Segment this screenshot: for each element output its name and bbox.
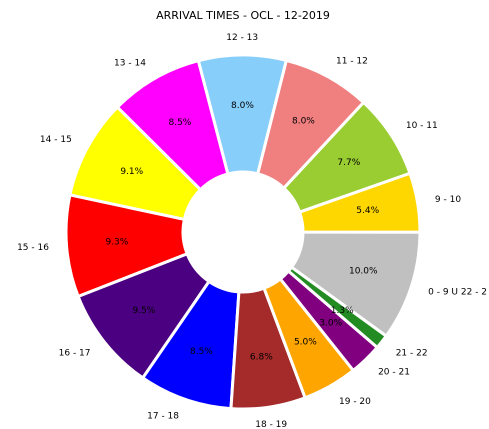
value-label: 7.7% bbox=[337, 158, 360, 168]
value-label: 3.0% bbox=[319, 319, 342, 329]
category-label: 16 - 17 bbox=[59, 349, 91, 359]
pie-slice bbox=[286, 265, 389, 350]
value-label: 8.5% bbox=[190, 347, 213, 357]
category-label: 10 - 11 bbox=[406, 121, 438, 131]
chart-title: ARRIVAL TIMES - OCL - 12-2019 bbox=[156, 9, 330, 22]
value-label: 9.3% bbox=[105, 238, 128, 248]
category-label: 19 - 20 bbox=[339, 397, 371, 407]
category-label: 15 - 16 bbox=[17, 243, 49, 253]
category-label: 21 - 22 bbox=[396, 348, 428, 358]
category-label: 0 - 9 U 22 - 2 bbox=[428, 288, 487, 298]
value-label: 8.0% bbox=[292, 116, 315, 126]
category-label: 9 - 10 bbox=[435, 195, 461, 205]
category-label: 18 - 19 bbox=[255, 420, 287, 429]
value-label: 5.0% bbox=[294, 338, 317, 348]
value-label: 5.4% bbox=[356, 206, 379, 216]
value-label: 8.5% bbox=[168, 118, 191, 128]
pie-slice bbox=[289, 230, 422, 339]
value-label: 8.0% bbox=[231, 101, 254, 111]
value-label: 6.8% bbox=[250, 353, 273, 363]
category-label: 14 - 15 bbox=[40, 135, 72, 145]
category-label: 13 - 14 bbox=[114, 59, 146, 69]
value-label: 10.0% bbox=[349, 267, 378, 277]
value-label: 1.3% bbox=[331, 306, 354, 316]
category-label: 17 - 18 bbox=[147, 411, 179, 421]
category-label: 11 - 12 bbox=[336, 56, 368, 66]
value-label: 9.1% bbox=[120, 167, 143, 177]
value-label: 9.5% bbox=[132, 306, 155, 316]
category-label: 20 - 21 bbox=[378, 368, 410, 378]
category-label: 12 - 13 bbox=[226, 33, 258, 43]
